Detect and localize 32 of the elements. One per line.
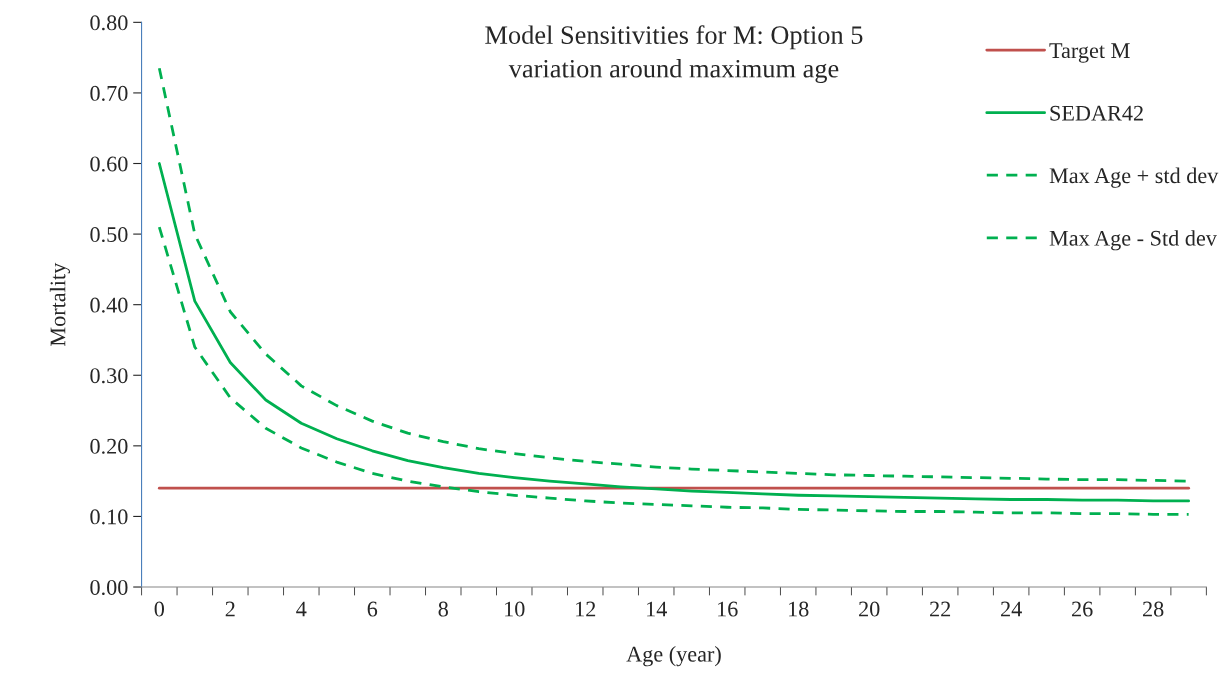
x-tick-label: 28	[1143, 601, 1164, 617]
x-axis-title: Age (year)	[626, 646, 721, 667]
y-tick-label: 0.50	[90, 227, 128, 243]
x-tick-label: 6	[367, 601, 378, 617]
x-tick-label: 18	[789, 601, 809, 617]
legend-label: Max Age + std dev	[1049, 167, 1219, 188]
y-tick-label: 0.20	[90, 438, 128, 454]
x-tick-label: 24	[1001, 601, 1022, 617]
x-tick-label: 26	[1072, 601, 1093, 617]
x-tick-label: 22	[930, 601, 951, 617]
y-axis-title: Mortality	[49, 262, 71, 347]
x-tick-label: 14	[647, 601, 667, 617]
y-tick-label: 0.60	[90, 156, 128, 172]
y-tick-label: 0.80	[90, 15, 128, 31]
legend-label: Target M	[1049, 43, 1130, 63]
x-tick-label: 20	[859, 601, 880, 617]
y-tick-label: 0.30	[90, 368, 128, 384]
chart-title: Model Sensitivities for M: Option 5	[485, 25, 863, 50]
x-tick-label: 2	[225, 601, 235, 617]
x-tick-label: 16	[718, 601, 738, 617]
legend-label: Max Age - Std dev	[1049, 230, 1217, 251]
y-tick-label: 0.70	[90, 85, 128, 101]
text: variation around maximum age	[508, 59, 839, 84]
x-tick-label: 0	[154, 601, 165, 617]
y-tick-label: 0.00	[90, 579, 128, 596]
x-tick-label: 4	[296, 601, 307, 617]
y-tick-label: 0.10	[90, 509, 128, 525]
x-tick-label: 10	[505, 601, 525, 617]
x-tick-label: 12	[576, 601, 596, 617]
legend-label: SEDAR42	[1050, 105, 1143, 121]
y-tick-label: 0.40	[90, 297, 128, 313]
x-tick-label: 8	[438, 601, 448, 617]
